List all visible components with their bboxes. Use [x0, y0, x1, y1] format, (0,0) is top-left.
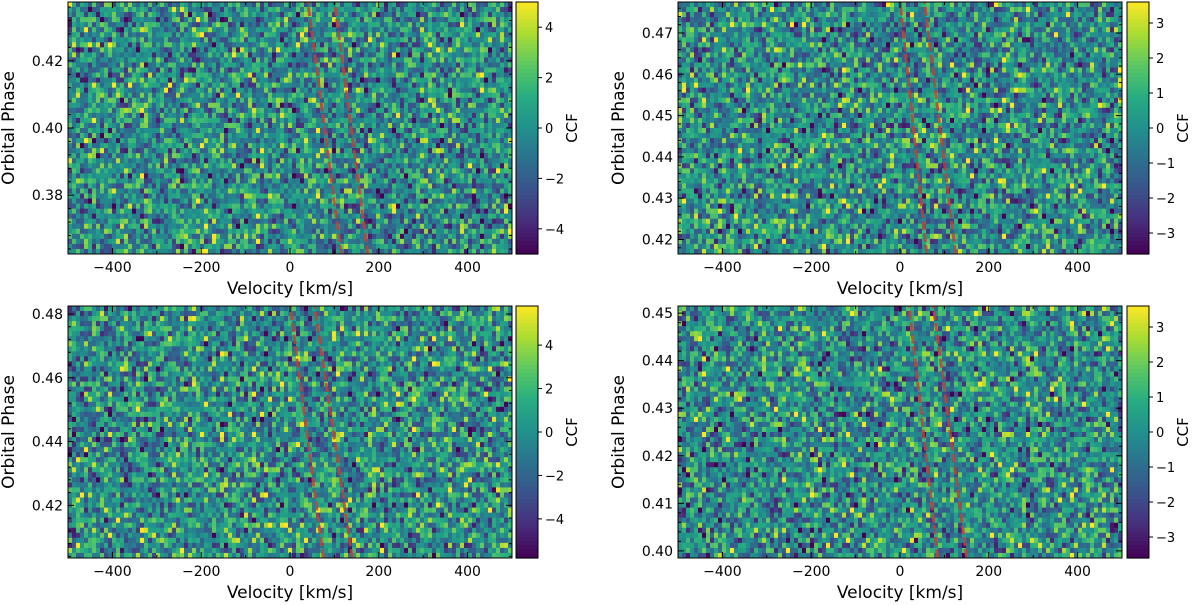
x-tick-label: 400 [1064, 260, 1091, 276]
colorbar-tick-label: 2 [1156, 356, 1164, 371]
colorbar-label: CCF [1174, 417, 1192, 447]
trail-line [907, 306, 940, 558]
colorbar-tick-label: 3 [1156, 321, 1164, 336]
colorbar-tick-label: −2 [545, 172, 564, 187]
ccf-panel-top-left: −400 −200 0 200 400 0.38 0.40 0.42 Velocity [km/… [0, 1, 581, 299]
x-tick-label: 200 [975, 564, 1002, 580]
colorbar-label: CCF [563, 113, 581, 143]
heatmap-cells [678, 306, 1122, 558]
x-tick-label: −400 [703, 260, 741, 276]
colorbar-tick-label: −2 [1156, 496, 1175, 511]
colorbar-tick-label: 4 [545, 21, 553, 36]
colorbar-tick-label: 0 [545, 122, 553, 137]
y-tick-label: 0.40 [32, 121, 63, 137]
heatmap-cells [68, 2, 512, 254]
colorbar-tick-label: 4 [545, 339, 553, 354]
x-tick-label: −200 [792, 564, 830, 580]
x-axis-label: Velocity [km/s] [837, 279, 963, 299]
colorbar-tick-label: 1 [1156, 391, 1164, 406]
y-tick-label: 0.38 [32, 188, 63, 204]
colorbar-tick-label: −4 [545, 223, 564, 238]
colorbar: −4 −2 0 2 4 CCF [515, 1, 581, 255]
y-tick-label: 0.46 [642, 67, 673, 83]
trail-line [931, 306, 969, 558]
colorbar-label: CCF [1174, 113, 1192, 143]
colorbar-tick-label: 0 [1156, 426, 1164, 441]
x-tick-label: 400 [454, 564, 481, 580]
x-tick-label: 200 [365, 564, 392, 580]
y-tick-label: 0.42 [642, 233, 673, 249]
colorbar-tick-label: 2 [1156, 52, 1164, 67]
y-tick-label: 0.43 [642, 401, 673, 417]
x-tick-label: 0 [286, 260, 295, 276]
y-axis-label: Orbital Phase [609, 375, 629, 489]
x-tick-label: −200 [182, 564, 220, 580]
y-tick-label: 0.42 [32, 54, 63, 70]
colorbar-tick-label: 0 [1156, 122, 1164, 137]
x-axis-label: Velocity [km/s] [227, 279, 353, 299]
colorbar-tick-label: −4 [545, 513, 564, 528]
colorbar-tick-label: 0 [545, 426, 553, 441]
y-tick-label: 0.48 [32, 307, 63, 323]
colorbar-tick-label: −3 [1156, 227, 1175, 242]
ccf-panel-top-right: −400 −200 0 200 400 0.42 0.43 0.44 0.45 0.46 0.47 V… [609, 1, 1192, 299]
colorbar-tick-label: −1 [1156, 461, 1175, 476]
colorbar: −4 −2 0 2 4 CCF [515, 305, 581, 559]
colorbar-tick-label: 2 [545, 383, 553, 398]
colorbar-tick-label: −2 [1156, 192, 1175, 207]
x-tick-label: −200 [792, 260, 830, 276]
trail-line [306, 2, 343, 254]
x-tick-label: −200 [182, 260, 220, 276]
x-tick-label: 0 [286, 564, 295, 580]
trail-line [898, 2, 929, 254]
x-tick-label: 200 [975, 260, 1002, 276]
y-tick-label: 0.45 [642, 109, 673, 125]
y-tick-label: 0.45 [642, 306, 673, 322]
trail-line [288, 306, 325, 558]
x-tick-label: 400 [454, 260, 481, 276]
y-axis-label: Orbital Phase [0, 375, 19, 489]
trail-line [312, 306, 354, 558]
colorbar-tick-label: −2 [545, 469, 564, 484]
y-tick-label: 0.46 [32, 371, 63, 387]
y-tick-label: 0.42 [32, 498, 63, 514]
x-tick-label: −400 [93, 260, 131, 276]
colorbar-tick-label: −1 [1156, 157, 1175, 172]
ccf-panel-bottom-right: −400 −200 0 200 400 0.40 0.41 0.42 0.43 0.44 0.45 V… [609, 305, 1192, 603]
y-tick-label: 0.43 [642, 191, 673, 207]
colorbar: −3 −2 −1 0 1 2 3 CCF [1126, 1, 1192, 255]
colorbar-tick-label: 3 [1156, 17, 1164, 32]
y-tick-label: 0.44 [32, 435, 63, 451]
trail-line [922, 2, 957, 254]
y-axis-label: Orbital Phase [609, 71, 629, 185]
y-axis-label: Orbital Phase [0, 71, 19, 185]
y-tick-label: 0.44 [642, 150, 673, 166]
colorbar-label: CCF [563, 417, 581, 447]
x-tick-label: 0 [896, 564, 905, 580]
y-tick-label: 0.42 [642, 449, 673, 465]
x-axis-label: Velocity [km/s] [837, 583, 963, 603]
x-tick-label: −400 [93, 564, 131, 580]
x-tick-label: 200 [365, 260, 392, 276]
heatmap-cells [68, 306, 512, 558]
x-tick-label: −400 [703, 564, 741, 580]
colorbar: −3 −2 −1 0 1 2 3 CCF [1126, 305, 1192, 559]
ccf-panel-bottom-left: −400 −200 0 200 400 0.42 0.44 0.46 0.48 Velocity … [0, 305, 581, 603]
x-tick-label: 400 [1064, 564, 1091, 580]
colorbar-tick-label: 2 [545, 72, 553, 87]
y-tick-label: 0.47 [642, 26, 673, 42]
colorbar-tick-label: 1 [1156, 87, 1164, 102]
x-tick-label: 0 [896, 260, 905, 276]
y-tick-label: 0.40 [642, 544, 673, 560]
y-tick-label: 0.44 [642, 354, 673, 370]
heatmap-cells [678, 2, 1122, 254]
colorbar-tick-label: −3 [1156, 531, 1175, 546]
y-tick-label: 0.41 [642, 496, 673, 512]
trail-line [332, 2, 370, 254]
x-axis-label: Velocity [km/s] [227, 583, 353, 603]
